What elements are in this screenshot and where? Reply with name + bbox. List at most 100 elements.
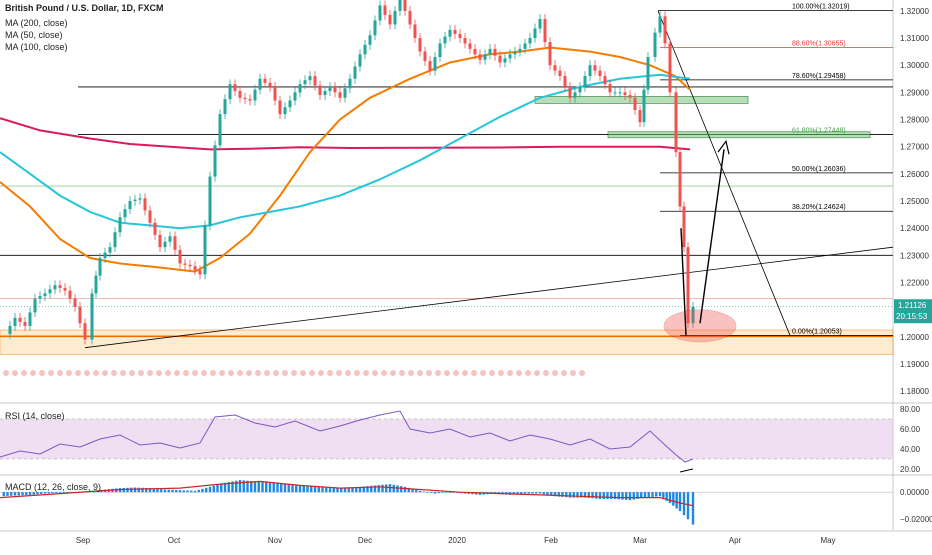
price-tick-label: 1.27000 xyxy=(900,143,929,152)
candle-body xyxy=(498,55,502,63)
candle-body xyxy=(483,54,487,60)
ma50-legend[interactable]: MA (50, close) xyxy=(5,30,63,40)
candle-body xyxy=(303,80,307,85)
event-marker xyxy=(237,370,243,376)
arrow-head xyxy=(717,139,730,155)
macd-histogram-bar xyxy=(171,489,174,493)
candle-body xyxy=(613,92,617,94)
price-tick-label: 1.28000 xyxy=(900,116,929,125)
event-marker xyxy=(426,370,432,376)
macd-histogram-bar xyxy=(651,492,654,497)
macd-histogram-bar xyxy=(546,492,549,495)
macd-histogram-bar xyxy=(10,492,13,496)
macd-histogram-bar xyxy=(287,484,290,493)
macd-histogram-bar xyxy=(347,487,350,493)
event-marker xyxy=(534,370,540,376)
macd-histogram-bar xyxy=(358,486,362,493)
macd-histogram-bar xyxy=(336,488,339,493)
macd-histogram-bar xyxy=(520,492,523,494)
macd-histogram-bar xyxy=(475,492,478,495)
candle-body xyxy=(173,236,177,250)
event-marker xyxy=(570,370,576,376)
event-marker xyxy=(390,370,396,376)
price-tick-label: 1.19000 xyxy=(900,360,929,369)
candle-body xyxy=(473,48,477,55)
event-marker xyxy=(453,370,459,376)
candle-body xyxy=(603,76,607,85)
macd-histogram-bar xyxy=(538,492,542,494)
candle-body xyxy=(383,5,387,15)
macd-histogram-bar xyxy=(583,492,587,498)
candle-body xyxy=(283,107,287,115)
macd-histogram-bar xyxy=(325,487,328,493)
time-tick-label: Oct xyxy=(168,536,181,545)
event-marker xyxy=(48,370,54,376)
event-marker xyxy=(300,370,306,376)
macd-histogram-bar xyxy=(686,492,690,520)
macd-histogram-bar xyxy=(613,492,617,499)
ma-line-2 xyxy=(0,73,691,230)
candle-body xyxy=(33,298,37,313)
candle-body xyxy=(608,84,612,93)
macd-histogram-bar xyxy=(212,485,215,493)
ma200-legend[interactable]: MA (200, close) xyxy=(5,18,68,28)
current-price-badge xyxy=(894,299,932,324)
macd-histogram-bar xyxy=(415,489,418,493)
candle-body xyxy=(468,43,472,49)
event-marker xyxy=(111,370,117,376)
candle-body xyxy=(228,84,232,100)
candle-body xyxy=(408,10,412,25)
time-tick-label: Sep xyxy=(76,536,91,545)
macd-histogram-bar xyxy=(223,482,227,493)
candle-body xyxy=(358,54,362,67)
macd-histogram-bar xyxy=(6,492,9,496)
candle-body xyxy=(508,54,512,59)
price-tick-label: 1.26000 xyxy=(900,170,929,179)
candle-body xyxy=(288,100,292,108)
macd-histogram-bar xyxy=(201,488,204,493)
projection-arrow xyxy=(680,228,687,336)
macd-histogram-bar xyxy=(280,483,283,493)
candle-body xyxy=(423,51,427,62)
macd-histogram-bar xyxy=(62,492,65,493)
macd-histogram-bar xyxy=(21,492,24,496)
macd-histogram-bar xyxy=(370,485,373,493)
macd-histogram-bar xyxy=(572,492,575,498)
candle-body xyxy=(90,293,94,340)
macd-histogram-bar xyxy=(478,492,482,495)
event-marker xyxy=(165,370,171,376)
macd-histogram-bar xyxy=(643,492,647,498)
candle-body xyxy=(143,198,147,211)
candle-body xyxy=(593,65,597,71)
fib-level-label: 61.80%(1.27448) xyxy=(792,128,846,135)
macd-histogram-bar xyxy=(373,485,377,493)
time-tick-label: 2020 xyxy=(448,536,466,545)
event-marker xyxy=(84,370,90,376)
rsi-legend[interactable]: RSI (14, close) xyxy=(5,411,65,421)
candle-body xyxy=(568,86,572,98)
candle-body xyxy=(133,199,137,201)
ma100-legend[interactable]: MA (100, close) xyxy=(5,42,68,52)
macd-histogram-bar xyxy=(295,485,298,493)
macd-legend[interactable]: MACD (12, 26, close, 9) xyxy=(5,482,102,492)
time-tick-label: Mar xyxy=(633,536,647,545)
candle-body xyxy=(338,92,342,98)
candle-body xyxy=(638,110,642,123)
event-marker xyxy=(507,370,513,376)
event-marker xyxy=(372,370,378,376)
macd-histogram-bar xyxy=(17,492,20,496)
macd-histogram-bar xyxy=(137,487,140,493)
candle-body xyxy=(333,86,337,93)
candle-body xyxy=(543,19,547,43)
macd-histogram-bar xyxy=(591,492,594,499)
candle-body xyxy=(253,89,257,101)
candle-body xyxy=(13,317,17,326)
countdown-label: 20:15:53 xyxy=(896,312,928,321)
macd-histogram-bar xyxy=(242,480,245,493)
rsi-tick-label: 40.00 xyxy=(900,445,921,454)
candle-body xyxy=(353,66,357,79)
candle-body xyxy=(343,88,347,98)
candle-body xyxy=(691,306,695,324)
